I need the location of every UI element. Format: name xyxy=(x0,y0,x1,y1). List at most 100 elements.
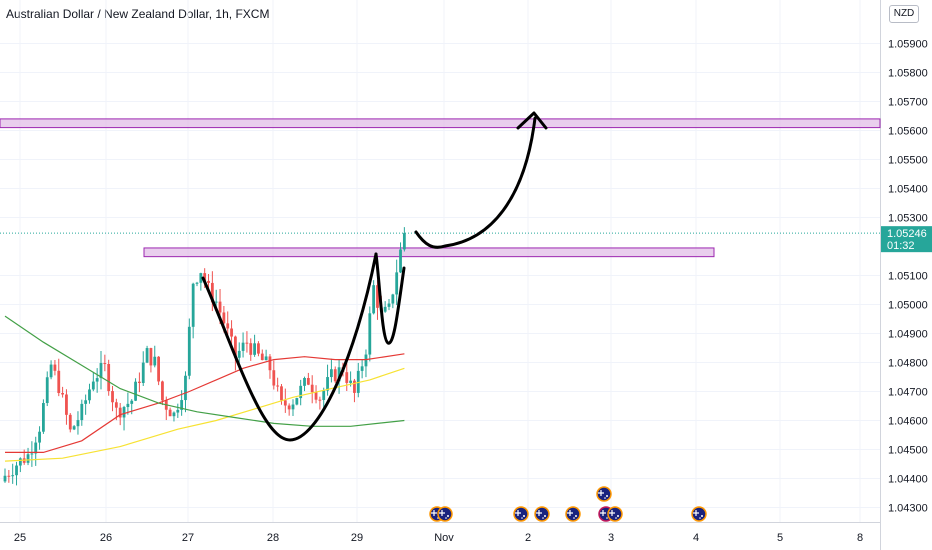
time-tick-label: 4 xyxy=(693,532,699,544)
chart-title: Australian Dollar / New Zealand Dollar, … xyxy=(6,7,270,21)
australia-flag-icon[interactable] xyxy=(437,506,453,522)
candle-body xyxy=(11,475,15,477)
candle-body xyxy=(34,442,38,454)
candle-body xyxy=(272,370,276,386)
breakout-arrow-drawing xyxy=(414,116,537,249)
candle-body xyxy=(222,312,226,324)
flag-cross xyxy=(567,510,573,516)
candle-body xyxy=(314,392,318,400)
candle-body xyxy=(184,375,187,401)
candle-body xyxy=(134,381,137,401)
flag-star xyxy=(617,515,619,517)
candle-body xyxy=(299,385,303,399)
candle-body xyxy=(122,407,126,418)
price-tick-label: 1.04700 xyxy=(888,387,928,399)
candle-body xyxy=(118,407,122,418)
candle-body xyxy=(168,409,172,417)
time-tick-label: 26 xyxy=(100,532,112,544)
price-tick-label: 1.05400 xyxy=(888,184,928,196)
candle-body xyxy=(249,343,253,355)
flag-cross xyxy=(609,510,615,516)
candle-body xyxy=(295,398,299,405)
candle-body xyxy=(61,393,64,395)
candle-body xyxy=(287,405,291,410)
price-tick-label: 1.05900 xyxy=(888,39,928,51)
australia-flag-icon[interactable] xyxy=(596,486,612,502)
flag-disc xyxy=(691,506,707,522)
price-tick-label: 1.04600 xyxy=(888,416,928,428)
candle-body xyxy=(3,475,7,482)
candle-body xyxy=(291,404,295,410)
time-tick-label: 25 xyxy=(14,532,26,544)
flag-star xyxy=(544,515,546,517)
candle-body xyxy=(387,303,391,307)
australia-flag-icon[interactable] xyxy=(691,506,707,522)
flag-star xyxy=(606,517,608,519)
flag-cross xyxy=(600,510,606,516)
flag-star xyxy=(604,497,606,499)
candle-body xyxy=(187,326,191,376)
candles-group xyxy=(3,227,406,486)
candle-body xyxy=(53,364,57,371)
candle-body xyxy=(353,380,356,393)
price-tick-label: 1.04400 xyxy=(888,474,928,486)
flag-star xyxy=(575,515,577,517)
candle-body xyxy=(191,283,195,327)
price-tick-label: 1.05000 xyxy=(888,300,928,312)
candle-body xyxy=(383,306,387,312)
candle-body xyxy=(157,356,160,382)
candle-body xyxy=(257,343,260,354)
neckline-zone xyxy=(143,247,715,258)
candle-body xyxy=(138,381,141,384)
candle-body xyxy=(76,420,80,427)
candle-body xyxy=(345,372,349,383)
flag-star xyxy=(447,515,449,517)
candle-body xyxy=(103,363,107,365)
price-tick-label: 1.05100 xyxy=(888,271,928,283)
candle-body xyxy=(195,282,199,284)
candle-body xyxy=(230,328,233,337)
moving-average-line-3 xyxy=(4,315,405,427)
last-price-value: 1.05246 xyxy=(887,228,927,240)
australia-flag-icon[interactable] xyxy=(534,506,550,522)
time-tick-label: 8 xyxy=(857,532,863,544)
price-tick-label: 1.04300 xyxy=(888,503,928,515)
candle-body xyxy=(237,350,241,358)
currency-button[interactable]: NZD xyxy=(889,5,919,23)
price-tick-label: 1.05500 xyxy=(888,155,928,167)
candle-body xyxy=(65,394,68,415)
flag-disc xyxy=(565,506,581,522)
candle-body xyxy=(364,354,368,367)
time-tick-label: Nov xyxy=(434,532,454,544)
candle-body xyxy=(276,385,280,387)
price-tick-label: 1.04800 xyxy=(888,358,928,370)
australia-flag-icon[interactable] xyxy=(513,506,529,522)
time-tick-label: 2 xyxy=(525,532,531,544)
candle-body xyxy=(38,431,41,443)
candle-body xyxy=(176,409,180,413)
flag-star xyxy=(606,495,608,497)
australia-flag-icon[interactable] xyxy=(607,506,623,522)
candle-body xyxy=(268,356,272,371)
candle-body xyxy=(253,343,256,355)
flag-cross xyxy=(515,510,521,516)
candle-body xyxy=(203,273,207,281)
price-tick-label: 1.05800 xyxy=(888,68,928,80)
candle-body xyxy=(349,380,352,383)
australia-flag-icon[interactable] xyxy=(565,506,581,522)
candle-body xyxy=(214,301,218,303)
candle-body xyxy=(180,400,184,410)
candle-body xyxy=(280,386,283,401)
candle-body xyxy=(199,273,203,283)
candle-body xyxy=(68,414,72,430)
candle-body xyxy=(84,400,88,404)
countdown-timer: 01:32 xyxy=(887,240,915,252)
candle-body xyxy=(126,403,130,408)
price-tick-label: 1.04500 xyxy=(888,445,928,457)
candle-body xyxy=(391,294,395,304)
candle-body xyxy=(30,453,34,455)
flag-disc xyxy=(513,506,529,522)
price-tick-label: 1.05300 xyxy=(888,213,928,225)
